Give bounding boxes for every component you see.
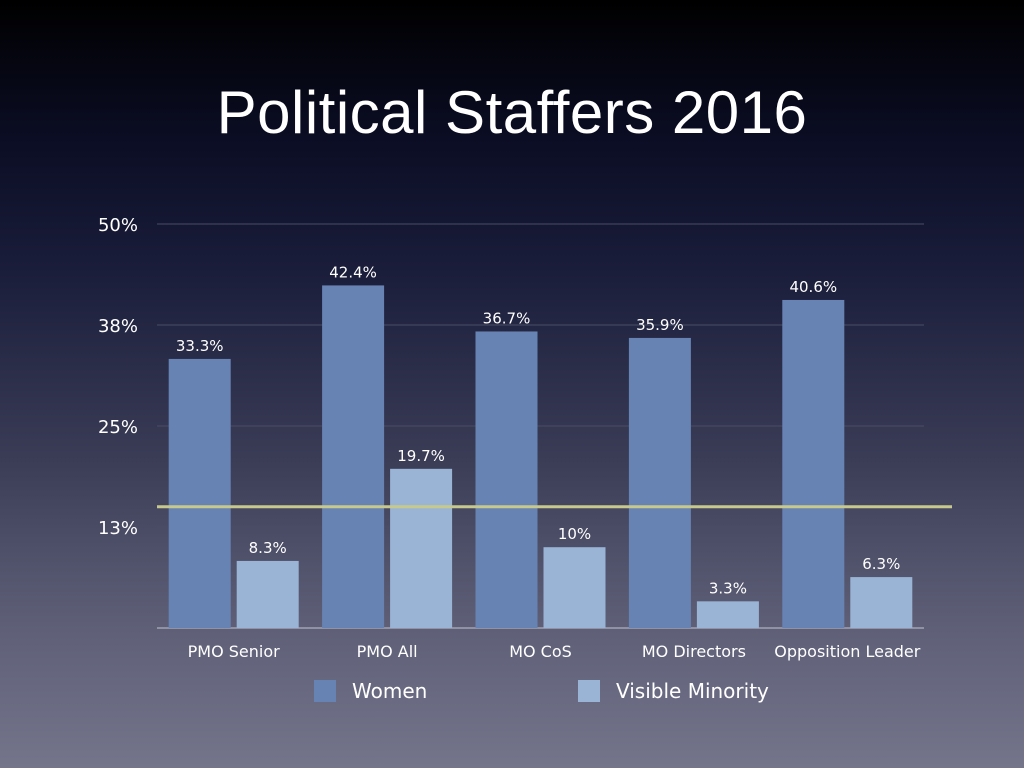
- legend-swatch-visible-minority: [578, 680, 600, 702]
- y-tick-label: 25%: [98, 417, 138, 438]
- legend-label-visible-minority: Visible Minority: [616, 679, 769, 703]
- y-tick-label: 38%: [98, 316, 138, 337]
- x-tick-label: PMO All: [357, 642, 418, 661]
- legend-item-women: Women: [314, 678, 427, 704]
- y-axis-tick-labels: 13% 25% 38% 50%: [98, 215, 138, 539]
- bar-visible-minority: [696, 601, 759, 628]
- bar-visible-minority: [390, 468, 453, 628]
- data-labels: 33.3% 8.3% 42.4% 19.7% 36.7% 10% 35.9% 3.3% 40.6…: [176, 263, 900, 597]
- data-label: 10%: [558, 525, 591, 543]
- bar-visible-minority: [236, 560, 299, 628]
- x-tick-label: Opposition Leader: [774, 642, 920, 661]
- y-tick-label: 50%: [98, 215, 138, 236]
- bar-women: [322, 285, 385, 628]
- bar-women: [475, 331, 538, 628]
- bar-visible-minority: [543, 547, 606, 628]
- legend-swatch-women: [314, 680, 336, 702]
- y-tick-label: 13%: [98, 518, 138, 539]
- data-label: 40.6%: [789, 278, 837, 296]
- data-label: 19.7%: [397, 447, 445, 465]
- data-label: 8.3%: [249, 539, 287, 557]
- x-tick-label: MO CoS: [509, 642, 572, 661]
- bar-visible-minority: [850, 577, 913, 628]
- data-label: 33.3%: [176, 337, 224, 355]
- bar-women: [628, 337, 691, 628]
- slide-title: Political Staffers 2016: [216, 79, 808, 146]
- data-label: 6.3%: [862, 555, 900, 573]
- x-axis-tick-labels: PMO Senior PMO All MO CoS MO Directors Oppos…: [188, 642, 921, 661]
- legend-label-women: Women: [352, 679, 428, 703]
- bars: [168, 285, 913, 628]
- bar-women: [168, 358, 231, 628]
- data-label: 36.7%: [483, 309, 531, 327]
- x-tick-label: PMO Senior: [188, 642, 281, 661]
- data-label: 35.9%: [636, 316, 684, 334]
- bar-women: [782, 299, 845, 628]
- x-tick-label: MO Directors: [642, 642, 746, 661]
- legend-item-visible-minority: Visible Minority: [578, 678, 769, 704]
- data-label: 3.3%: [709, 579, 747, 597]
- data-label: 42.4%: [329, 263, 377, 281]
